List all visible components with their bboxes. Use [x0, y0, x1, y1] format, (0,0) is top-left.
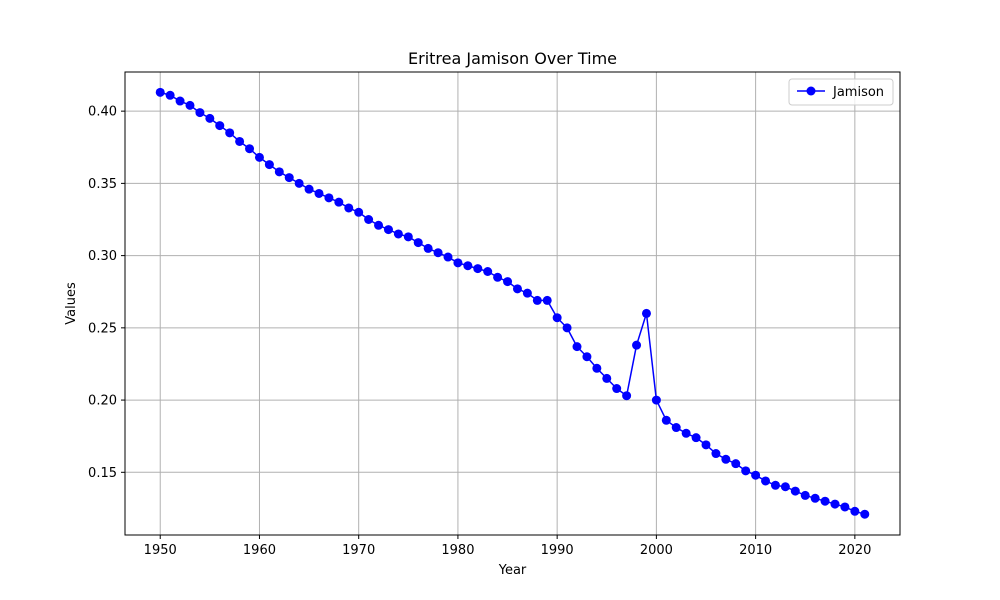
data-point	[592, 363, 602, 373]
data-point	[820, 496, 830, 506]
data-point	[225, 128, 235, 138]
data-point	[503, 277, 513, 287]
data-point	[790, 486, 800, 496]
x-tick-label: 2010	[739, 543, 772, 558]
data-point	[512, 284, 522, 294]
data-point	[721, 454, 731, 464]
data-point	[413, 238, 423, 248]
data-point	[324, 193, 334, 203]
data-point	[582, 352, 592, 362]
legend-label: Jamison	[832, 85, 884, 100]
data-point	[433, 248, 443, 258]
data-point	[532, 295, 542, 305]
data-point	[423, 243, 433, 253]
y-tick-label: 0.20	[88, 394, 117, 409]
data-point	[612, 384, 622, 394]
data-point	[403, 232, 413, 242]
data-point	[761, 476, 771, 486]
data-point	[453, 258, 463, 268]
data-point	[770, 480, 780, 490]
y-tick-label: 0.40	[88, 105, 117, 120]
data-point	[473, 264, 483, 274]
data-point	[860, 509, 870, 519]
x-tick-label: 1980	[441, 543, 474, 558]
legend-box	[788, 78, 894, 106]
data-point	[542, 295, 552, 305]
x-tick-label: 1970	[342, 543, 375, 558]
chart-title: Eritrea Jamison Over Time	[408, 49, 617, 68]
x-axis-label: Year	[498, 563, 527, 578]
x-tick-label: 1990	[541, 543, 574, 558]
data-point	[800, 490, 810, 500]
data-point	[731, 459, 741, 469]
data-point	[205, 113, 215, 123]
data-point	[393, 229, 403, 239]
x-tick-label: 1960	[243, 543, 276, 558]
legend-marker-swatch	[806, 86, 816, 96]
x-tick-label: 2020	[838, 543, 871, 558]
data-point	[741, 466, 751, 476]
plot-frame	[124, 71, 901, 536]
y-axis-ticks: 0.15 0.20 0.25 0.30 0.35 0.40	[88, 105, 125, 481]
data-point	[443, 252, 453, 262]
y-axis-label: Values	[64, 282, 79, 325]
data-point	[245, 144, 255, 154]
data-point	[215, 121, 225, 131]
y-tick-label: 0.35	[88, 177, 117, 192]
data-point	[155, 87, 165, 97]
data-point	[830, 499, 840, 509]
data-point	[661, 415, 671, 425]
data-point	[374, 220, 384, 230]
data-point	[264, 160, 274, 170]
data-point	[701, 440, 711, 450]
data-point	[562, 323, 572, 333]
x-tick-label: 2000	[640, 543, 673, 558]
data-point	[274, 167, 284, 177]
data-point	[185, 100, 195, 110]
data-point	[364, 214, 374, 224]
data-point	[165, 90, 175, 100]
data-point	[810, 493, 820, 503]
data-point	[780, 482, 790, 492]
data-point	[493, 272, 503, 282]
data-point	[641, 308, 651, 318]
data-point	[552, 313, 562, 323]
y-tick-label: 0.25	[88, 321, 117, 336]
data-point	[711, 449, 721, 459]
data-point	[671, 423, 681, 433]
data-point	[632, 340, 642, 350]
data-point	[463, 261, 473, 271]
data-point	[751, 470, 761, 480]
grid-lines	[125, 72, 900, 535]
data-point	[483, 267, 493, 277]
data-point	[314, 188, 324, 198]
y-tick-label: 0.30	[88, 249, 117, 264]
x-axis-ticks: 1950 1960 1970 1980 1990 2000 2010 2020	[144, 535, 871, 558]
data-point	[383, 225, 393, 235]
data-point	[304, 184, 314, 194]
data-point	[235, 136, 245, 146]
data-point	[195, 108, 205, 118]
data-point	[691, 433, 701, 443]
data-point	[254, 152, 264, 162]
data-point	[522, 288, 532, 298]
data-point	[344, 203, 354, 213]
data-point	[622, 391, 632, 401]
x-tick-label: 1950	[144, 543, 177, 558]
data-point	[850, 506, 860, 516]
data-point	[651, 395, 661, 405]
data-point	[354, 207, 364, 217]
data-point	[284, 173, 294, 183]
y-tick-label: 0.15	[88, 466, 117, 481]
data-point	[572, 342, 582, 352]
data-point	[602, 373, 612, 383]
legend: Jamison	[788, 78, 894, 106]
data-point	[294, 178, 304, 188]
data-point	[840, 502, 850, 512]
series-layer	[155, 87, 870, 519]
data-point	[175, 96, 185, 106]
data-point	[681, 428, 691, 438]
data-point	[334, 197, 344, 207]
